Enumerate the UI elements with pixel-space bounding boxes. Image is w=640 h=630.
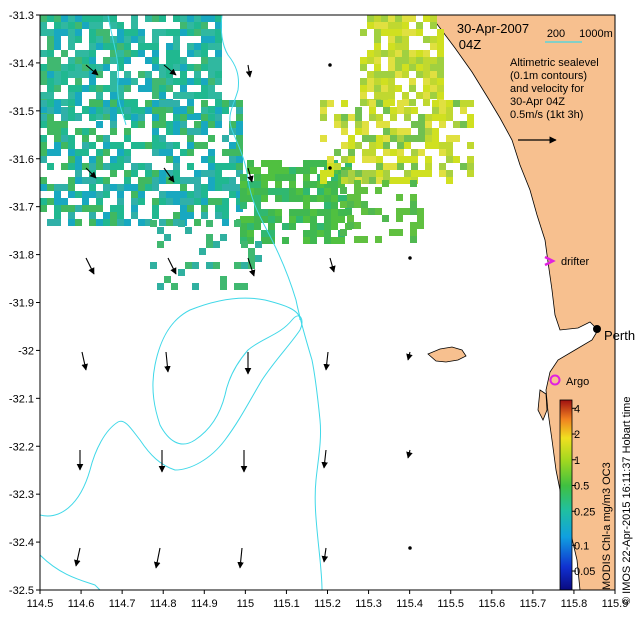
rottnest-island	[427, 346, 467, 363]
colorbar-tick-label: 4	[574, 403, 580, 415]
velocity-arrow	[81, 351, 88, 371]
y-tick-label: -31.7	[9, 202, 34, 214]
y-tick-label: -31.9	[9, 298, 34, 310]
colorbar-ticks: 4 2 1 0.5 0.25 0.1 0.05	[572, 403, 595, 578]
colorbar-tick-label: 0.5	[574, 481, 589, 493]
velocity-dot	[328, 166, 332, 170]
x-tick-label: 114.7	[109, 598, 136, 610]
x-axis: 114.5 114.6 114.7 114.8 114.9 115 115.1 115.2 11…	[27, 590, 629, 610]
y-tick-label: -32	[18, 345, 34, 357]
chlorophyll-pixels	[40, 15, 474, 290]
velocity-arrow	[321, 547, 329, 563]
annotation-line-1: Altimetric sealevel	[510, 57, 599, 69]
velocity-arrow	[85, 64, 99, 76]
velocity-arrow	[85, 167, 97, 179]
x-tick-label: 115.8	[561, 598, 588, 610]
colorbar-tick-label: 0.1	[574, 540, 589, 552]
velocity-arrow	[245, 64, 253, 78]
x-tick-label: 115.7	[519, 598, 546, 610]
annotation-line-2: (0.1m contours)	[510, 70, 587, 82]
depth-contours	[40, 15, 323, 590]
annotation-line-3: and velocity for	[510, 83, 584, 95]
perth-label: Perth	[604, 328, 635, 343]
velocity-arrows	[74, 63, 413, 569]
argo-label: Argo	[566, 376, 589, 388]
y-tick-label: -32.4	[9, 537, 34, 549]
x-tick-label: 115.4	[396, 598, 423, 610]
x-tick-label: 115	[237, 598, 255, 610]
velocity-arrow	[406, 351, 413, 361]
credit-text: © IMOS 22-Apr-2015 16:11:37 Hobart time	[621, 397, 633, 605]
perth-marker	[593, 325, 601, 333]
annotation-line-4: 30-Apr 04Z	[510, 96, 565, 108]
y-axis: -31.3 -31.4 -31.5 -31.6 -31.7 -31.8 -31.9 -32 -3…	[9, 10, 40, 597]
velocity-arrow	[163, 167, 175, 183]
velocity-arrow	[85, 257, 95, 275]
colorbar-tick-label: 0.05	[574, 566, 595, 578]
velocity-arrow	[321, 449, 328, 469]
x-tick-label: 114.5	[27, 598, 54, 610]
velocity-dot	[408, 546, 412, 550]
colorbar-tick-label: 0.25	[574, 506, 595, 518]
colorbar-title: MODIS Chl-a mg/m3 OC3	[601, 462, 613, 590]
velocity-arrow	[323, 351, 330, 371]
velocity-arrow	[406, 449, 413, 459]
velocity-arrow	[74, 547, 81, 567]
velocity-arrow	[237, 547, 244, 569]
velocity-arrow	[164, 351, 171, 373]
y-tick-label: -32.2	[9, 441, 34, 453]
x-tick-label: 114.6	[68, 598, 95, 610]
y-tick-label: -32.3	[9, 489, 34, 501]
garden-island	[537, 389, 548, 421]
y-tick-label: -32.5	[9, 585, 34, 597]
x-tick-label: 115.9	[602, 598, 629, 610]
velocity-arrow	[247, 257, 256, 277]
velocity-arrow	[329, 257, 336, 273]
argo-marker	[549, 374, 561, 386]
y-tick-label: -31.6	[9, 154, 34, 166]
header-time: 04Z	[459, 37, 481, 52]
annotation-line-5: 0.5m/s (1kt 3h)	[510, 109, 583, 121]
x-tick-label: 115.2	[314, 598, 341, 610]
header-date: 30-Apr-2007	[457, 21, 529, 36]
y-tick-label: -31.8	[9, 250, 34, 262]
x-tick-label: 114.9	[191, 598, 218, 610]
x-tick-label: 115.3	[355, 598, 382, 610]
depth-label-200: 200	[547, 28, 565, 40]
velocity-dot	[328, 63, 332, 67]
depth-label-1000: 1000m	[579, 28, 613, 40]
x-tick-label: 114.8	[150, 598, 177, 610]
y-tick-label: -31.3	[9, 10, 34, 22]
drifter-label: drifter	[561, 256, 589, 268]
colorbar-tick-label: 2	[574, 429, 580, 441]
drifter-marker	[544, 255, 556, 267]
y-tick-label: -32.1	[9, 393, 34, 405]
colorbar	[559, 399, 573, 590]
x-tick-label: 115.5	[437, 598, 464, 610]
velocity-arrow	[163, 64, 177, 76]
x-tick-label: 115.1	[273, 598, 300, 610]
y-tick-label: -31.4	[9, 58, 34, 70]
x-tick-label: 115.6	[478, 598, 505, 610]
velocity-arrow	[167, 257, 177, 275]
velocity-arrow	[247, 167, 254, 183]
velocity-arrow	[153, 547, 161, 569]
velocity-dot	[408, 256, 412, 260]
colorbar-tick-label: 1	[574, 455, 580, 467]
y-tick-label: -31.5	[9, 106, 34, 118]
